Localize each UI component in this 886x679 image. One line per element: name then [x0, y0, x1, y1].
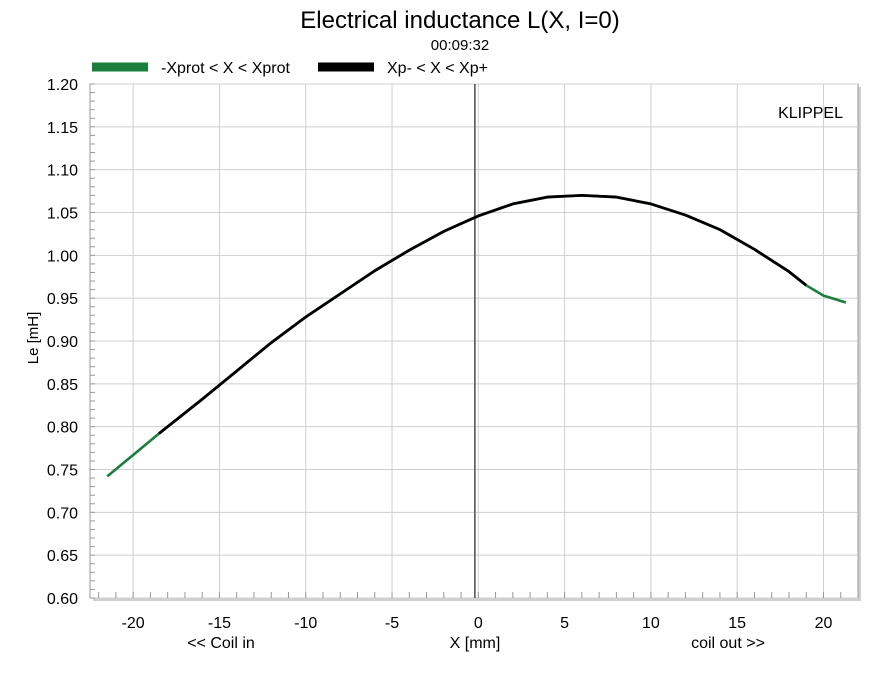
chart-title: Electrical inductance L(X, I=0)	[300, 7, 620, 34]
series-line-2	[158, 193, 808, 435]
watermark: KLIPPEL	[778, 105, 843, 122]
y-tick-label: 1.20	[47, 77, 78, 94]
legend: -Xprot < X < Xprot Xp- < X < Xp+	[92, 60, 488, 77]
x-tick-label: -5	[385, 615, 399, 632]
x-tick-label: -10	[294, 615, 317, 632]
legend-label: -Xprot < X < Xprot	[161, 60, 291, 77]
x-tick-label: 5	[560, 615, 569, 632]
x-tick-label: -15	[208, 615, 231, 632]
y-tick-label: 0.90	[47, 334, 78, 351]
y-axis-label: Le [mH]	[25, 312, 42, 365]
y-tick-label: 0.80	[47, 420, 78, 437]
grid	[89, 83, 861, 601]
legend-label: Xp- < X < Xp+	[387, 60, 488, 77]
x-axis-label-right: coil out >>	[691, 635, 765, 652]
y-tick-label: 1.10	[47, 163, 78, 180]
x-tick-label: 10	[642, 615, 660, 632]
y-tick-label: 0.85	[47, 377, 78, 394]
axis-ticks: 0.60 0.65 0.70 0.75 0.80 0.85 0.90 0.95 1.00 1.05…	[47, 77, 842, 632]
x-axis-label-left: << Coil in	[187, 635, 255, 652]
y-tick-label: 0.70	[47, 505, 78, 522]
y-tick-label: 0.65	[47, 548, 78, 565]
x-tick-label: 20	[815, 615, 833, 632]
x-tick-label: -20	[122, 615, 145, 632]
series-layer	[106, 193, 847, 478]
y-tick-label: 1.15	[47, 120, 78, 137]
x-tick-label: 0	[474, 615, 483, 632]
y-tick-label: 1.05	[47, 206, 78, 223]
y-tick-label: 0.75	[47, 463, 78, 480]
x-axis-label: X [mm]	[450, 635, 501, 652]
x-tick-label: 15	[728, 615, 746, 632]
y-tick-label: 0.60	[47, 591, 78, 608]
y-tick-label: 1.00	[47, 248, 78, 265]
chart-subtitle: 00:09:32	[431, 37, 489, 54]
y-tick-label: 0.95	[47, 291, 78, 308]
